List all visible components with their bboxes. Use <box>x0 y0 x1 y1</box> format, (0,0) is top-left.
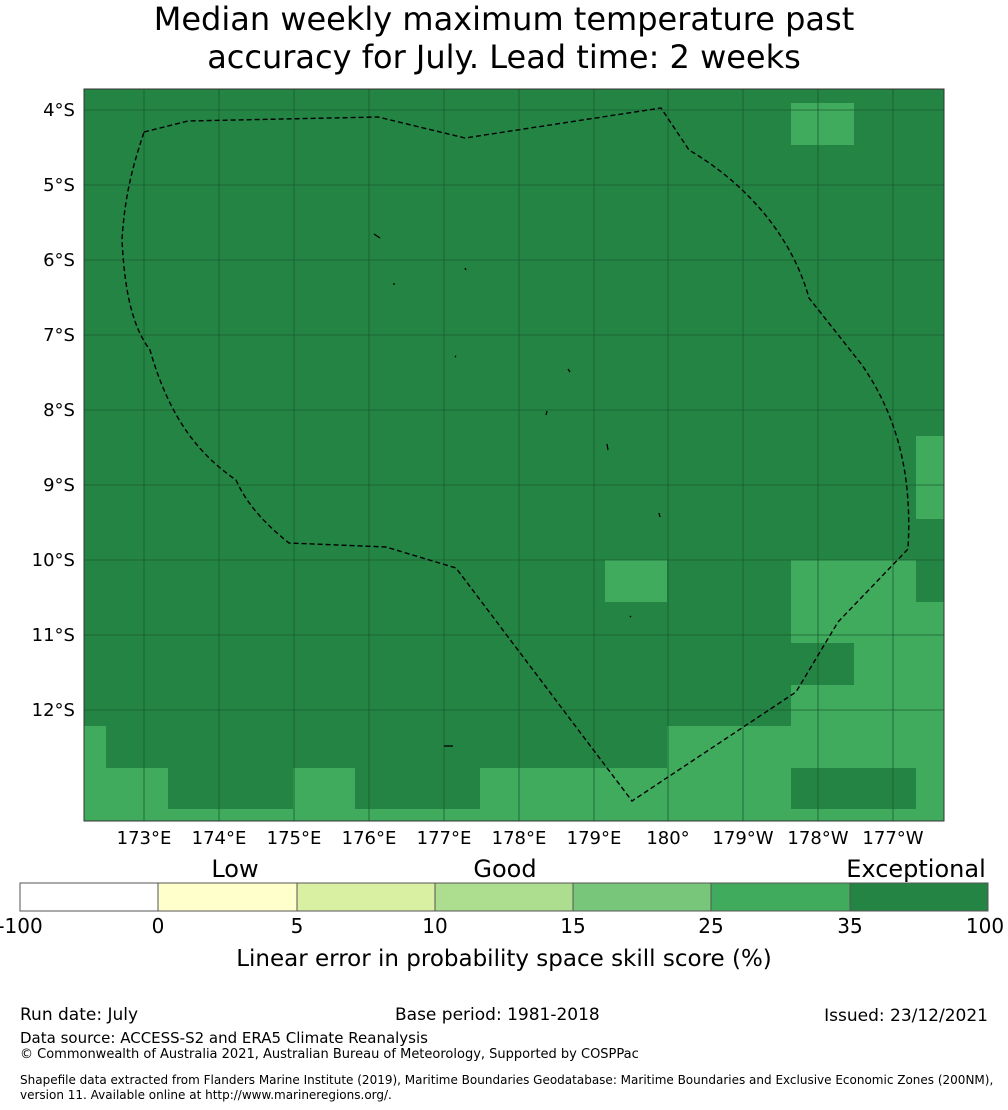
lon-label: 173°E <box>117 828 172 849</box>
island-nui-north <box>454 355 457 358</box>
lat-label: 6°S <box>43 250 75 271</box>
lat-label: 4°S <box>43 100 75 121</box>
patch-central-south <box>605 560 667 602</box>
patch-south-5 <box>916 768 944 821</box>
lon-label: 178°W <box>787 828 848 849</box>
lat-label: 8°S <box>43 400 75 421</box>
issued-date: Issued: 23/12/2021 <box>824 1006 988 1026</box>
colorbar-segment <box>157 882 298 912</box>
lat-label: 10°S <box>32 550 75 571</box>
patch-sw-2 <box>84 768 168 821</box>
category-good: Good <box>473 855 536 883</box>
patch-south-3 <box>480 768 791 821</box>
island-niutao <box>464 267 467 271</box>
islands <box>373 233 661 747</box>
eez-boundary <box>121 107 910 802</box>
island-nanumea <box>373 233 381 239</box>
lon-label: 175°E <box>267 828 322 849</box>
lon-labels: 173°E 174°E 175°E 176°E 177°E 178°E 179°… <box>117 828 924 849</box>
shapefile-credit-2: version 11. Available online at http://w… <box>20 1088 392 1102</box>
patch-se-1 <box>791 560 916 643</box>
colorbar-segment <box>434 882 574 912</box>
colorbar-tick: 35 <box>837 914 862 938</box>
lat-label: 12°S <box>32 700 75 721</box>
lon-label: 179°W <box>712 828 773 849</box>
lon-label: 177°E <box>417 828 472 849</box>
title-line-2: accuracy for July. Lead time: 2 weeks <box>207 38 801 76</box>
title-line-1: Median weekly maximum temperature past <box>153 0 855 38</box>
patch-se-3 <box>854 643 944 685</box>
colorbar-tick: 0 <box>152 914 165 938</box>
island-nukulaelae <box>629 615 632 618</box>
lat-label: 7°S <box>43 325 75 346</box>
lon-label: 179°E <box>567 828 622 849</box>
colorbar-segment <box>710 882 851 912</box>
patch-south-1 <box>667 726 944 768</box>
lat-label: 9°S <box>43 475 75 496</box>
category-exceptional: Exceptional <box>846 855 986 883</box>
colorbar-tick: -100 <box>0 914 43 938</box>
island-vaitupu <box>545 410 548 416</box>
colorbar-segment <box>296 882 436 912</box>
patch-east <box>916 436 944 519</box>
island-nui <box>567 368 571 373</box>
lat-labels: 4°S 5°S 6°S 7°S 8°S 9°S 10°S 11°S 12°S <box>32 100 75 721</box>
lat-label: 11°S <box>32 625 75 646</box>
skill-map: 4°S 5°S 6°S 7°S 8°S 9°S 10°S 11°S 12°S 1… <box>0 88 1004 972</box>
shapefile-credit-1: Shapefile data extracted from Flanders M… <box>20 1073 994 1087</box>
colorbar-ticks: -100 0 5 10 15 25 35 100 <box>0 914 1004 938</box>
gridlines <box>84 89 944 821</box>
colorbar-tick: 10 <box>422 914 447 938</box>
colorbar-segment <box>572 882 712 912</box>
patch-sw-1 <box>84 726 106 768</box>
lon-label: 180° <box>646 828 689 849</box>
colorbar-tick: 100 <box>966 914 1004 938</box>
copyright: © Commonwealth of Australia 2021, Austra… <box>20 1047 639 1062</box>
colorbar-tick: 15 <box>560 914 585 938</box>
lon-label: 176°E <box>342 828 397 849</box>
lat-label: 5°S <box>43 175 75 196</box>
patch-se-2 <box>916 602 944 643</box>
patch-south-2 <box>355 809 480 821</box>
run-date: Run date: July <box>20 1005 139 1025</box>
base-period: Base period: 1981-2018 <box>395 1005 600 1025</box>
lon-label: 174°E <box>192 828 247 849</box>
island-nukufetau <box>606 443 609 451</box>
colorbar-label: Linear error in probability space skill … <box>236 946 772 972</box>
colorbar-tick: 5 <box>291 914 304 938</box>
lon-label: 178°E <box>492 828 547 849</box>
map-frame <box>83 88 945 822</box>
data-source: Data source: ACCESS-S2 and ERA5 Climate … <box>20 1029 428 1047</box>
lon-label: 177°W <box>862 828 923 849</box>
chart-title: Median weekly maximum temperature past a… <box>0 0 1008 76</box>
category-low: Low <box>211 855 258 883</box>
colorbar-categories: Low Good Exceptional <box>211 855 985 883</box>
island-funafuti <box>658 512 661 518</box>
patch-ne <box>791 103 854 145</box>
patch-south-4 <box>791 809 916 821</box>
colorbar-segment <box>849 882 989 912</box>
colorbar-segment <box>19 882 159 912</box>
colorbar-tick: 25 <box>698 914 723 938</box>
patch-sw-4 <box>293 768 355 821</box>
colorbar <box>19 882 989 912</box>
patch-sw-3 <box>168 809 293 821</box>
patch-se-4 <box>791 685 944 726</box>
